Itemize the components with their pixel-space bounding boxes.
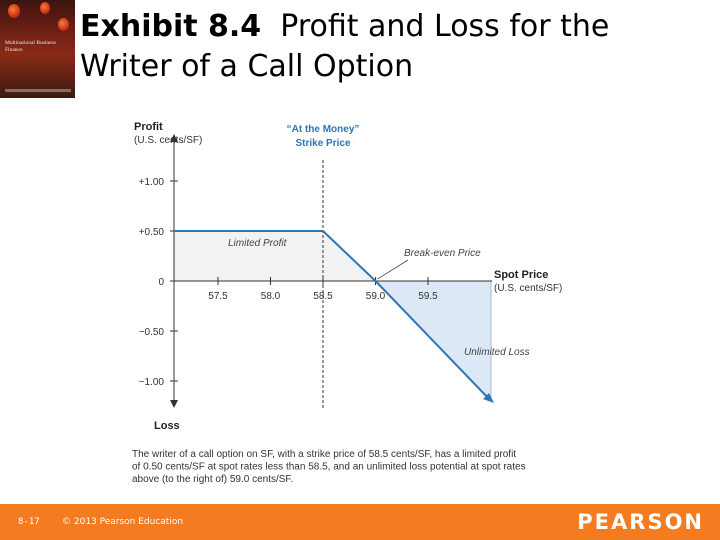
exhibit-number: Exhibit 8.4 (80, 9, 262, 44)
x-tick-label: 59.0 (366, 291, 386, 302)
y-axis-unit: (U.S. cents/SF) (134, 135, 202, 146)
y-tick-label: −0.50 (139, 327, 165, 338)
book-cover-image: Multinational Business Finance (0, 0, 75, 98)
y-tick-label: −1.00 (139, 377, 165, 388)
lantern-icon (8, 4, 20, 18)
title-line-2: Writer of a Call Option (80, 49, 414, 84)
caption-line: The writer of a call option on SF, with … (132, 449, 516, 460)
x-tick-label: 57.5 (208, 291, 228, 302)
limited-profit-area (174, 231, 376, 281)
caption-line: above (to the right of) 59.0 cents/SF. (132, 474, 293, 485)
lantern-icon (58, 18, 69, 31)
y-axis-arrow-down (170, 400, 178, 408)
payoff-arrowhead (483, 393, 494, 403)
book-cover-meta (5, 89, 71, 92)
payoff-line (174, 230, 492, 402)
x-axis-title: Spot Price (494, 269, 548, 281)
slide-title: Exhibit 8.4 Profit and Loss for the Writ… (80, 7, 710, 87)
x-tick-label: 59.5 (418, 291, 438, 302)
limited-profit-label: Limited Profit (228, 238, 288, 249)
footer-bar: 8-17 © 2013 Pearson Education PEARSON (0, 504, 720, 540)
unlimited-loss-label: Unlimited Loss (464, 347, 530, 358)
strike-price-label: Strike Price (295, 138, 350, 149)
strike-price-label: “At the Money” (287, 124, 360, 135)
book-cover-title: Multinational Business Finance (5, 40, 56, 53)
x-axis-unit: (U.S. cents/SF) (494, 283, 562, 294)
title-line-1: Profit and Loss for the (280, 9, 610, 44)
x-tick-label: 58.0 (261, 291, 281, 302)
page-number: 8-17 (18, 517, 40, 527)
y-tick-label: 0 (158, 277, 164, 288)
y-axis-bottom-label: Loss (154, 420, 180, 432)
caption-line: of 0.50 cents/SF at spot rates less than… (132, 462, 526, 473)
break-even-label: Break-even Price (404, 248, 481, 259)
pearson-logo: PEARSON (577, 510, 704, 534)
copyright-text: © 2013 Pearson Education (62, 517, 184, 527)
y-tick-label: +1.00 (139, 177, 165, 188)
lantern-icon (40, 2, 50, 14)
break-even-pointer (377, 259, 409, 280)
payoff-chart: +1.00 +0.50 0 −0.50 −1.00 57.5 58.0 58.5 59.0 59.… (132, 121, 562, 485)
y-axis-arrow-up (170, 134, 178, 142)
x-tick-label: 58.5 (313, 291, 333, 302)
y-axis-title: Profit (134, 121, 163, 133)
y-tick-label: +0.50 (139, 227, 165, 238)
